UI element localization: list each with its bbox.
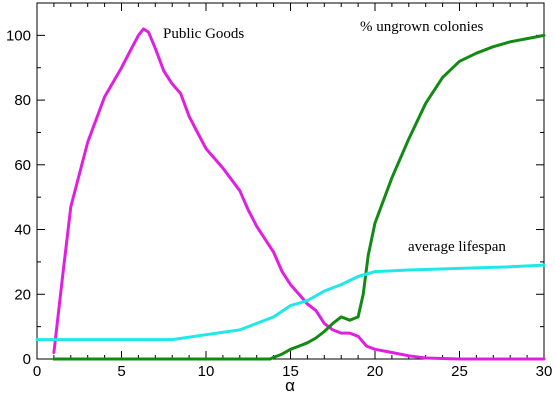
x-tick-label: 25 bbox=[451, 363, 468, 380]
y-tick-label: 20 bbox=[14, 286, 31, 303]
average-lifespan-line bbox=[35, 263, 546, 342]
public-goods-line bbox=[52, 27, 546, 361]
x-tick-label: 20 bbox=[367, 363, 384, 380]
x-tick-label: 0 bbox=[33, 363, 41, 380]
x-tick-label: 15 bbox=[282, 363, 299, 380]
y-tick-label: 40 bbox=[14, 222, 31, 239]
ungrown-colonies-line bbox=[52, 33, 546, 361]
x-tick-label: 10 bbox=[198, 363, 215, 380]
x-tick-label: 30 bbox=[536, 363, 553, 380]
axis-ticks: 0 5 10 15 20 25 30 0 20 40 60 80 100 bbox=[6, 2, 553, 380]
series-label-ungrown-colonies: % ungrown colonies bbox=[360, 19, 483, 35]
y-tick-label: 60 bbox=[14, 157, 31, 174]
x-tick-label: 5 bbox=[117, 363, 125, 380]
y-tick-label: 100 bbox=[6, 27, 31, 44]
series-label-public-goods: Public Goods bbox=[163, 26, 244, 42]
x-axis-label: α bbox=[285, 376, 295, 395]
y-tick-label: 80 bbox=[14, 92, 31, 109]
y-tick-label: 0 bbox=[23, 351, 31, 368]
series-label-average-lifespan: average lifespan bbox=[408, 239, 506, 255]
series-lines bbox=[35, 27, 546, 361]
